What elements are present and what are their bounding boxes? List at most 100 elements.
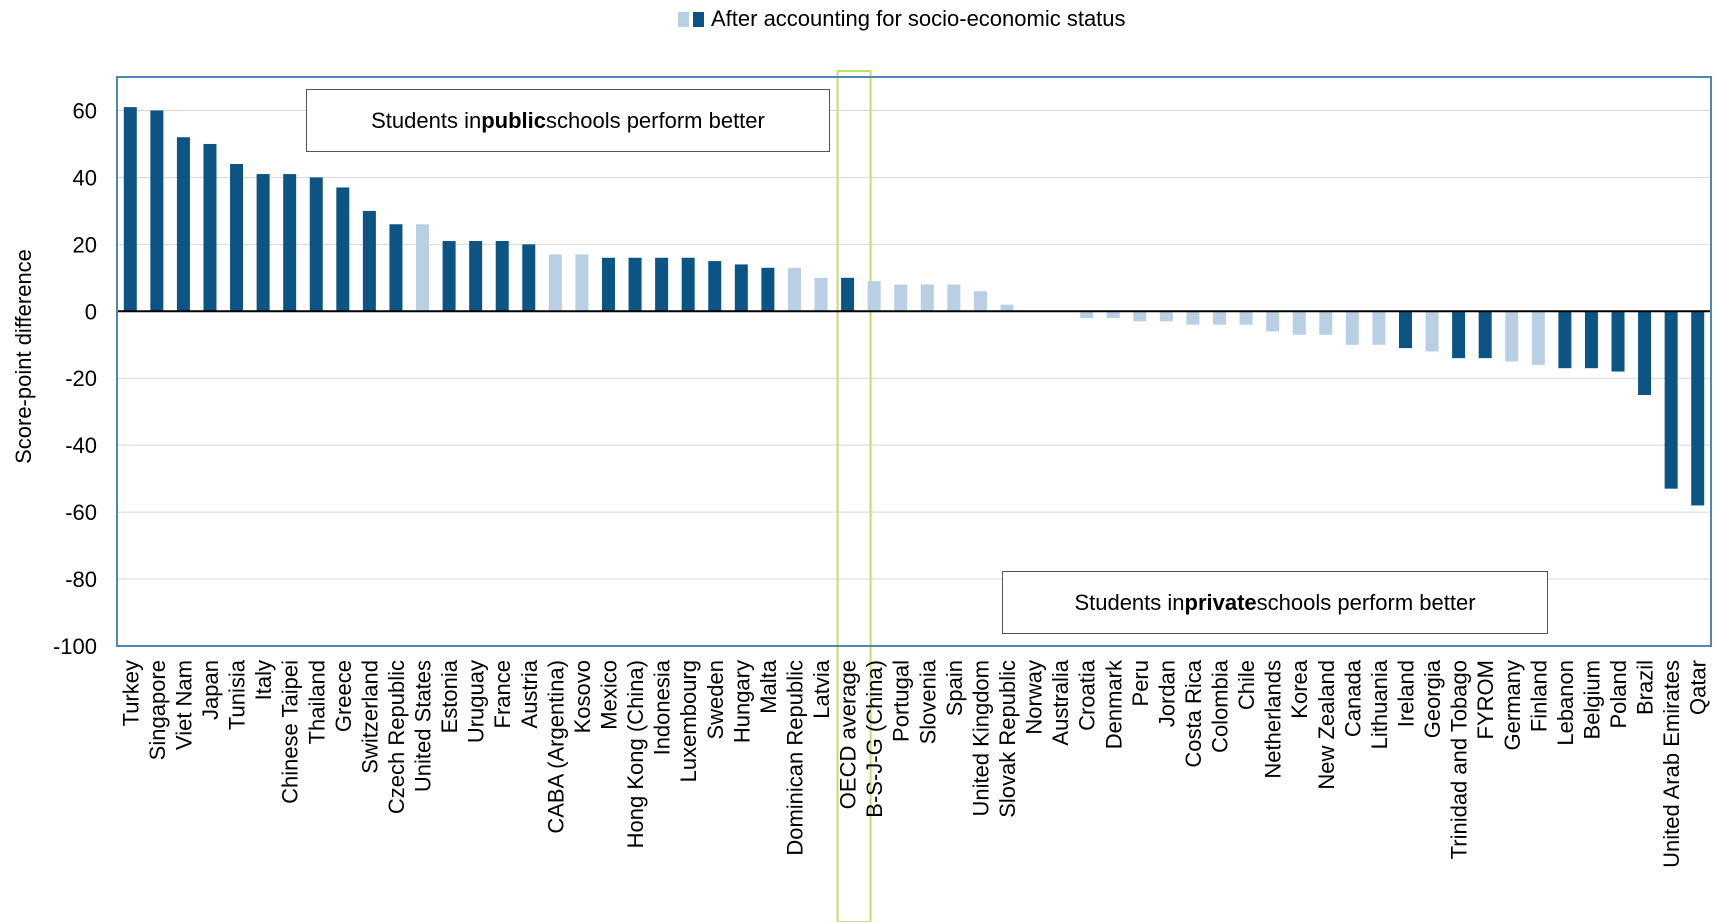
bar bbox=[256, 174, 270, 312]
bar bbox=[734, 264, 748, 312]
bar bbox=[1319, 311, 1333, 335]
x-tick-label: CABA (Argentina) bbox=[543, 660, 568, 834]
x-tick-label: Greece bbox=[331, 660, 356, 732]
bar bbox=[628, 257, 642, 312]
x-tick-label: Jordan bbox=[1154, 660, 1179, 727]
x-tick-label: Portugal bbox=[889, 660, 914, 742]
x-tick-label: Singapore bbox=[145, 660, 170, 760]
x-tick-label: Lebanon bbox=[1553, 660, 1578, 746]
x-tick-label: Peru bbox=[1128, 660, 1153, 706]
bar bbox=[1638, 311, 1652, 395]
x-tick-label: Colombia bbox=[1208, 659, 1233, 753]
x-tick-label: Hong Kong (China) bbox=[623, 660, 648, 848]
bar bbox=[1452, 311, 1466, 359]
plot-frame bbox=[116, 76, 1712, 647]
bar bbox=[495, 241, 509, 312]
x-tick-label: Denmark bbox=[1101, 659, 1126, 749]
x-tick-label: United States bbox=[411, 660, 436, 792]
x-tick-label: United Kingdom bbox=[968, 660, 993, 817]
x-tick-label: Austria bbox=[517, 659, 542, 728]
x-tick-label: France bbox=[490, 660, 515, 728]
public-schools-note: Students in public schools perform bette… bbox=[306, 89, 830, 152]
bar bbox=[575, 254, 589, 312]
bar bbox=[283, 174, 297, 312]
x-tick-label: Uruguay bbox=[464, 660, 489, 743]
bar bbox=[1691, 311, 1705, 506]
bar bbox=[1531, 311, 1545, 365]
x-tick-label: FYROM bbox=[1473, 660, 1498, 739]
bar bbox=[230, 164, 244, 312]
x-tick-label: Georgia bbox=[1420, 659, 1445, 738]
y-axis-label: Score-point difference bbox=[11, 249, 36, 464]
x-tick-label: Ireland bbox=[1393, 660, 1418, 727]
bar bbox=[1292, 311, 1306, 335]
bar bbox=[1159, 311, 1173, 322]
bar bbox=[1558, 311, 1572, 369]
public-note-post: schools perform better bbox=[545, 107, 765, 133]
x-tick-label: Mexico bbox=[596, 660, 621, 730]
private-note-bold: private bbox=[1184, 589, 1257, 615]
x-tick-label: Costa Rica bbox=[1181, 659, 1206, 767]
bar bbox=[708, 261, 722, 312]
bar bbox=[362, 210, 376, 312]
x-tick-label: Chile bbox=[1234, 660, 1259, 710]
bar bbox=[548, 254, 562, 312]
bar bbox=[1239, 311, 1253, 325]
x-tick-label: Czech Republic bbox=[384, 660, 409, 814]
x-tick-label: Viet Nam bbox=[171, 660, 196, 750]
private-note-post: schools perform better bbox=[1256, 589, 1476, 615]
y-tick-label: 60 bbox=[73, 98, 97, 123]
bar bbox=[389, 224, 403, 312]
bar bbox=[787, 267, 801, 312]
bar bbox=[1584, 311, 1598, 369]
x-tick-label: Malta bbox=[756, 659, 781, 714]
bar bbox=[1186, 311, 1200, 325]
x-tick-label: Tunisia bbox=[225, 659, 250, 730]
bar bbox=[1398, 311, 1412, 349]
x-tick-label: Italy bbox=[251, 660, 276, 700]
legend-label: After accounting for socio-economic stat… bbox=[711, 6, 1126, 31]
bar bbox=[469, 241, 483, 312]
y-tick-label: -20 bbox=[65, 366, 97, 391]
legend-swatch-dark bbox=[693, 11, 704, 27]
bar bbox=[1505, 311, 1519, 362]
x-tick-label: Kosovo bbox=[570, 660, 595, 733]
x-tick-label: New Zealand bbox=[1314, 660, 1339, 790]
x-tick-label: Netherlands bbox=[1261, 660, 1286, 779]
x-tick-label: Chinese Taipei bbox=[278, 660, 303, 804]
y-tick-label: -80 bbox=[65, 567, 97, 592]
bar bbox=[1080, 311, 1094, 318]
bar bbox=[841, 277, 855, 312]
legend-swatch-light bbox=[678, 11, 689, 27]
public-note-bold: public bbox=[481, 107, 546, 133]
bar bbox=[442, 241, 456, 312]
bar bbox=[1133, 311, 1147, 322]
x-tick-label: Dominican Republic bbox=[782, 660, 807, 856]
bar bbox=[203, 143, 217, 312]
x-tick-label: Poland bbox=[1606, 660, 1631, 729]
bar bbox=[867, 281, 881, 312]
bar bbox=[1345, 311, 1359, 345]
x-tick-label: Indonesia bbox=[650, 659, 675, 755]
bar bbox=[1000, 304, 1014, 312]
x-tick-label: B-S-J-G (China) bbox=[862, 660, 887, 818]
bar bbox=[814, 277, 828, 312]
x-tick-label: Belgium bbox=[1579, 660, 1604, 739]
bar bbox=[176, 137, 190, 312]
bar bbox=[1425, 311, 1439, 352]
bar bbox=[1106, 311, 1120, 318]
bar bbox=[1213, 311, 1227, 325]
bar bbox=[761, 267, 775, 312]
x-tick-label: Brazil bbox=[1633, 660, 1658, 715]
x-tick-label: Canada bbox=[1340, 659, 1365, 737]
y-tick-label: -100 bbox=[53, 634, 97, 659]
public-note-pre: Students in bbox=[371, 107, 482, 133]
bar bbox=[1478, 311, 1492, 359]
x-tick-label: Japan bbox=[198, 660, 223, 720]
x-tick-label: Sweden bbox=[703, 660, 728, 740]
bar bbox=[336, 187, 350, 312]
x-tick-label: Trinidad and Tobago bbox=[1447, 660, 1472, 859]
bar bbox=[522, 244, 536, 312]
y-tick-label: 0 bbox=[85, 299, 97, 324]
